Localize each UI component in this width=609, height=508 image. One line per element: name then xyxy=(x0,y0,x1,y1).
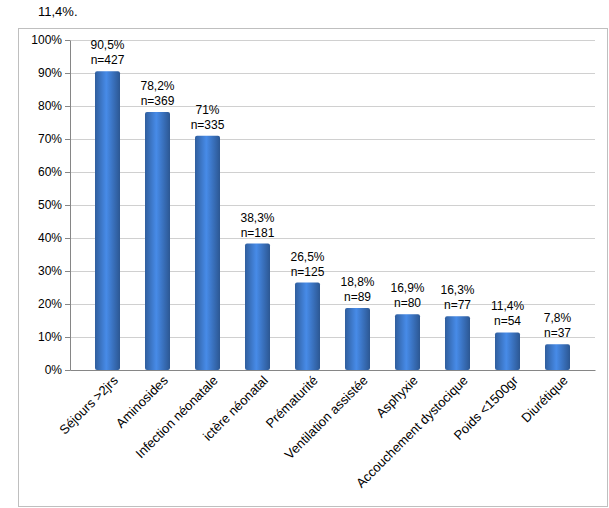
y-tick: 60% xyxy=(38,165,70,179)
y-tick-mark xyxy=(65,172,70,173)
y-tick-label: 10% xyxy=(38,330,62,344)
y-tick-label: 20% xyxy=(38,297,62,311)
count-label: n=37 xyxy=(544,326,571,340)
y-tick: 40% xyxy=(38,231,70,245)
count-label: n=77 xyxy=(444,298,471,312)
data-label: 71% xyxy=(195,103,219,117)
y-tick-mark xyxy=(65,139,70,140)
grid xyxy=(70,41,595,371)
x-tick: Poids <1500gr xyxy=(451,370,522,443)
bar xyxy=(245,244,270,370)
x-tick: Infection néonatale xyxy=(133,370,221,461)
y-tick-mark xyxy=(65,205,70,206)
y-tick: 20% xyxy=(38,297,70,311)
data-labels: 90,5%n=427 78,2%n=369 71%n=335 38,3%n=181 26… xyxy=(90,38,571,340)
y-tick-mark xyxy=(65,238,70,239)
count-label: n=54 xyxy=(494,314,521,328)
y-tick-label: 60% xyxy=(38,165,62,179)
plot: 0% 10% 20% 30% 40% 50% 60% 70% 80% 90% 100% Séjours… xyxy=(31,33,595,490)
chart-frame xyxy=(19,29,608,507)
bar xyxy=(345,308,370,370)
x-tick-label: Ventilation assistée xyxy=(282,373,371,462)
data-label: 7,8% xyxy=(544,311,572,325)
y-tick-label: 80% xyxy=(38,99,62,113)
bar xyxy=(95,71,120,370)
bars xyxy=(95,71,570,370)
x-axis: Séjours >2jrsAminosidesInfection néonata… xyxy=(56,370,595,491)
y-tick: 10% xyxy=(38,330,70,344)
bar xyxy=(495,332,520,370)
y-tick: 50% xyxy=(38,198,70,212)
y-tick: 30% xyxy=(38,264,70,278)
x-tick-label: Asphyxie xyxy=(373,373,421,421)
y-tick-mark xyxy=(65,73,70,74)
y-tick-label: 50% xyxy=(38,198,62,212)
count-label: n=181 xyxy=(241,226,275,240)
annotation: 11,4%. xyxy=(38,4,78,19)
y-tick-label: 70% xyxy=(38,132,62,146)
bar xyxy=(395,314,420,370)
data-label: 78,2% xyxy=(140,79,174,93)
y-tick-mark xyxy=(65,337,70,338)
y-tick: 90% xyxy=(38,66,70,80)
count-label: n=335 xyxy=(191,118,225,132)
x-tick: ictère néonatal xyxy=(200,370,271,444)
x-tick-label: Poids <1500gr xyxy=(451,372,522,443)
data-label: 38,3% xyxy=(240,211,274,225)
grid-line xyxy=(70,370,595,371)
x-tick: Ventilation assistée xyxy=(282,370,371,462)
count-label: n=427 xyxy=(91,53,125,67)
x-tick: Diurétique xyxy=(518,370,571,425)
x-tick: Asphyxie xyxy=(373,370,421,421)
data-label: 90,5% xyxy=(90,38,124,52)
y-tick-mark xyxy=(65,370,70,371)
grid-line xyxy=(70,40,595,41)
bar xyxy=(545,344,570,370)
data-label: 16,9% xyxy=(390,281,424,295)
y-tick: 100% xyxy=(31,33,70,47)
x-tick-label: ictère néonatal xyxy=(200,373,271,444)
y-tick: 80% xyxy=(38,99,70,113)
bar xyxy=(195,136,220,370)
y-tick-label: 40% xyxy=(38,231,62,245)
y-tick-label: 90% xyxy=(38,66,62,80)
x-tick: Séjours >2jrs xyxy=(56,370,121,437)
count-label: n=89 xyxy=(344,290,371,304)
y-axis: 0% 10% 20% 30% 40% 50% 60% 70% 80% 90% 100% xyxy=(31,33,70,377)
count-label: n=80 xyxy=(394,296,421,310)
y-tick-mark xyxy=(65,271,70,272)
bar xyxy=(145,112,170,370)
y-tick: 0% xyxy=(45,363,70,377)
bar xyxy=(445,316,470,370)
bar xyxy=(295,283,320,370)
y-tick: 70% xyxy=(38,132,70,146)
y-tick-label: 100% xyxy=(31,33,62,47)
y-tick-mark xyxy=(65,40,70,41)
y-tick-label: 0% xyxy=(45,363,63,377)
chart: 11,4%. 0% 10% 20% 30% 40% 50% 60% 70% 80% 90% 100% S… xyxy=(0,0,609,508)
y-tick-mark xyxy=(65,106,70,107)
data-label: 11,4% xyxy=(491,299,524,313)
data-label: 26,5% xyxy=(290,250,324,264)
y-axis-line xyxy=(70,41,71,371)
data-label: 16,3% xyxy=(440,283,474,297)
data-label: 18,8% xyxy=(340,275,374,289)
x-axis-line xyxy=(71,370,596,371)
y-tick-mark xyxy=(65,304,70,305)
x-tick-label: Diurétique xyxy=(518,373,571,426)
count-label: n=369 xyxy=(141,94,175,108)
y-tick-label: 30% xyxy=(38,264,62,278)
x-tick-label: Séjours >2jrs xyxy=(56,372,121,437)
grid-line xyxy=(70,73,595,74)
count-label: n=125 xyxy=(291,265,325,279)
x-tick-label: Infection néonatale xyxy=(133,373,221,461)
